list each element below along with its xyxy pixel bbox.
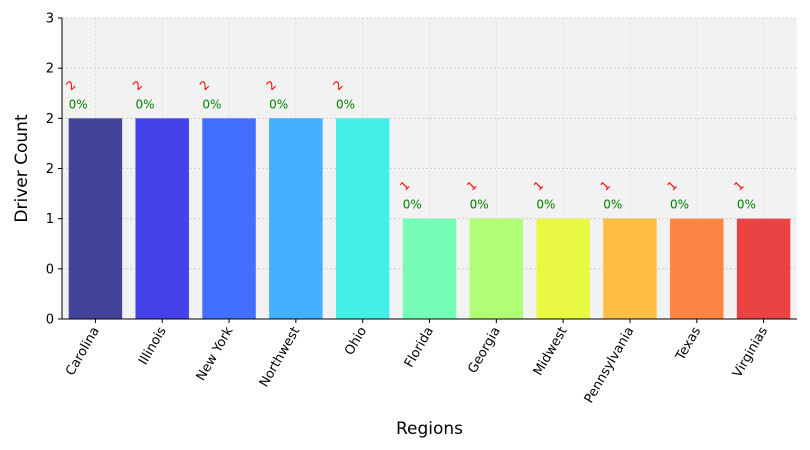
y-tick-label: 0 [46,262,54,277]
percent-label: 0% [202,97,221,111]
bar-ohio [335,118,390,319]
percent-label: 0% [336,97,355,111]
x-axis-title: Regions [396,419,463,439]
percent-label: 0% [670,198,689,212]
bar-illinois [135,118,189,319]
x-tick-label: Florida [402,325,437,371]
y-tick-label: 2 [46,62,54,77]
bar-northwest [269,118,323,319]
bar-new-york [202,118,256,319]
x-tick-label: Ohio [342,324,370,358]
x-tick-label: Northwest [257,325,303,390]
bar-georgia [469,218,524,319]
x-tick-label: Texas [673,324,705,364]
bar-midwest [536,218,590,319]
y-tick-label: 0 [46,313,54,328]
bars [68,118,791,319]
y-tick-label: 2 [46,162,54,177]
bar-florida [402,218,457,319]
y-axis-title: Driver Count [12,114,32,223]
percent-label: 0% [536,198,555,212]
x-tick-label: Carolina [63,325,103,379]
percent-label: 0% [603,198,622,212]
x-tick-label: Pennsylvania [582,325,638,406]
y-tick-label: 3 [46,12,54,27]
percent-label: 0% [470,198,489,212]
percent-label: 0% [136,97,155,111]
percent-label: 0% [737,198,756,212]
percent-label: 0% [69,97,88,111]
y-tick-label: 2 [46,112,54,127]
x-tick-label: Georgia [465,325,503,377]
bar-texas [670,218,724,319]
x-tick-label: New York [194,324,237,383]
x-tick-label: Illinois [136,324,170,367]
bar-carolina [68,118,123,319]
axes [58,17,797,323]
bar-virginias [736,218,791,319]
percent-label: 0% [269,97,288,111]
x-tick-label: Virginias [730,324,771,380]
percent-label: 0% [403,198,422,212]
bar-pennsylvania [603,218,657,319]
y-tick-label: 1 [46,212,54,227]
x-tick-label: Midwest [531,325,571,379]
